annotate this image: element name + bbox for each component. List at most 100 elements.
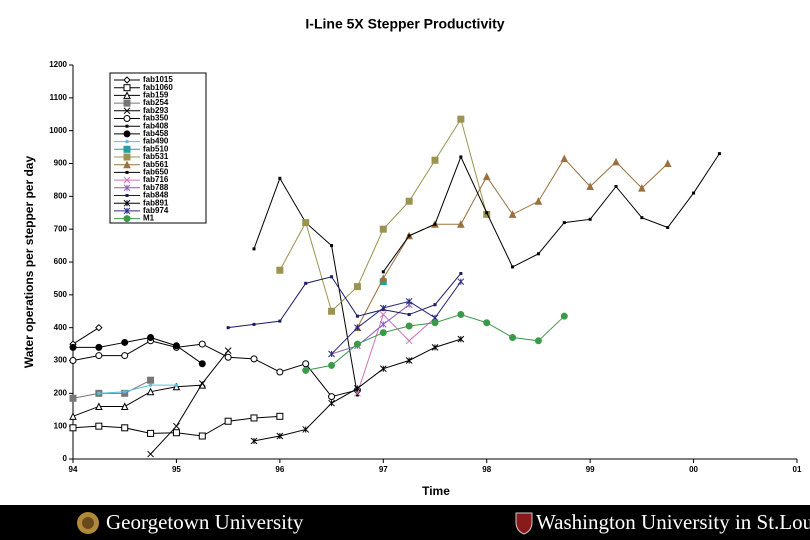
marker (588, 217, 592, 221)
plot-area: 0100200300400500600700800900100011001200… (49, 60, 802, 474)
legend-label: fab350 (143, 114, 169, 123)
marker (147, 429, 155, 437)
marker (146, 387, 155, 396)
marker (123, 91, 131, 99)
marker (69, 412, 77, 420)
legend-label: fab716 (143, 175, 169, 184)
marker (198, 432, 206, 440)
marker (407, 313, 411, 317)
marker (560, 312, 568, 320)
footer-bar (0, 505, 810, 540)
marker (508, 210, 517, 218)
marker (125, 194, 129, 197)
legend: fab1015fab1060fab159fab254fab293fab350fa… (114, 75, 173, 223)
marker (95, 343, 103, 351)
series-line (73, 337, 203, 365)
marker (198, 360, 206, 368)
legend-label: fab254 (143, 98, 169, 107)
x-tick-label: 95 (172, 465, 181, 474)
marker (69, 424, 77, 432)
marker (354, 385, 361, 392)
marker (278, 319, 282, 323)
marker (717, 152, 721, 156)
marker (433, 222, 437, 226)
marker (125, 140, 129, 144)
marker (174, 383, 178, 387)
legend-label: fab1015 (143, 75, 173, 84)
marker (97, 391, 101, 395)
series-line (98, 384, 177, 394)
legend-label: fab650 (143, 168, 169, 177)
x-tick-label: 94 (69, 465, 78, 474)
marker (224, 353, 232, 361)
y-tick-label: 0 (63, 454, 68, 463)
marker (95, 352, 103, 360)
marker (586, 182, 594, 190)
marker (534, 337, 542, 345)
y-tick-label: 200 (54, 388, 68, 397)
y-tick-label: 300 (54, 356, 68, 365)
legend-label: M1 (143, 214, 155, 223)
marker (457, 335, 465, 343)
marker (379, 365, 387, 373)
marker (405, 357, 413, 364)
marker (121, 338, 129, 346)
marker (276, 266, 284, 274)
marker (482, 172, 491, 181)
marker (95, 402, 103, 410)
marker (457, 115, 465, 123)
marker (123, 153, 131, 161)
marker (353, 283, 361, 291)
marker (224, 417, 232, 425)
series-line (72, 327, 100, 345)
marker (69, 394, 77, 402)
legend-label: fab1060 (143, 83, 173, 92)
legend-label: fab788 (143, 183, 169, 192)
marker (172, 429, 180, 437)
marker (355, 314, 359, 318)
marker (123, 99, 131, 107)
marker (379, 321, 387, 328)
marker (433, 303, 437, 307)
marker (405, 337, 413, 345)
series-line (150, 350, 229, 455)
georgetown-seal-center (82, 517, 94, 529)
marker (483, 319, 491, 327)
marker (457, 220, 465, 228)
marker (330, 275, 334, 279)
x-tick-label: 97 (379, 465, 388, 474)
legend-label: fab561 (143, 160, 169, 169)
marker (123, 390, 127, 394)
marker (123, 207, 131, 215)
marker (276, 368, 284, 376)
marker (302, 366, 310, 374)
y-axis-label: Water operations per stepper per day (22, 156, 36, 369)
chart-title: I-Line 5X Stepper Productivity (305, 16, 504, 32)
marker (640, 216, 644, 220)
legend-label: fab408 (143, 121, 169, 130)
marker (379, 274, 388, 282)
marker (125, 170, 129, 174)
legend-label: fab293 (143, 106, 169, 115)
marker (123, 160, 131, 169)
y-tick-label: 1100 (50, 93, 68, 102)
marker (459, 271, 463, 275)
marker (69, 343, 77, 351)
marker (224, 347, 232, 355)
marker (692, 191, 696, 195)
legend-label: fab891 (143, 198, 169, 207)
series-line (331, 281, 462, 355)
marker (123, 130, 131, 138)
marker (328, 307, 336, 315)
legend-label: fab531 (143, 152, 169, 161)
y-tick-label: 400 (54, 323, 68, 332)
marker (431, 344, 439, 351)
legend-label: fab974 (143, 206, 169, 215)
marker (147, 450, 154, 458)
marker (509, 334, 517, 342)
marker (485, 211, 489, 215)
x-tick-label: 00 (689, 465, 698, 474)
marker (330, 244, 334, 248)
y-tick-label: 500 (54, 290, 68, 299)
